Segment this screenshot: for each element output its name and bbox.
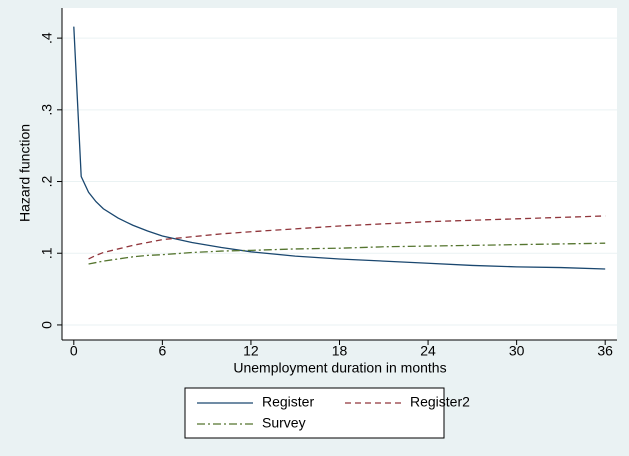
y-tick-label: .1 bbox=[39, 247, 55, 259]
y-tick-label: .3 bbox=[39, 104, 55, 116]
x-tick-label: 24 bbox=[420, 343, 436, 359]
x-axis-label: Unemployment duration in months bbox=[233, 360, 446, 376]
y-tick-label: 0 bbox=[39, 321, 55, 329]
series-line bbox=[73, 26, 606, 270]
x-tick-label: 6 bbox=[158, 343, 166, 359]
x-tick-label: 12 bbox=[243, 343, 259, 359]
legend-label: Register2 bbox=[410, 394, 470, 410]
series-line bbox=[88, 242, 606, 265]
y-axis-label: Hazard function bbox=[17, 124, 33, 222]
x-tick-label: 36 bbox=[597, 343, 613, 359]
y-tick-label: .4 bbox=[39, 32, 55, 44]
legend-label: Survey bbox=[262, 415, 306, 431]
legend-box bbox=[184, 387, 445, 439]
plot-area bbox=[62, 8, 617, 340]
legend-label: Register bbox=[262, 394, 314, 410]
x-tick-label: 30 bbox=[509, 343, 525, 359]
x-tick-label: 0 bbox=[70, 343, 78, 359]
x-tick-label: 18 bbox=[332, 343, 348, 359]
series-line bbox=[88, 215, 606, 260]
y-tick-label: .2 bbox=[39, 175, 55, 187]
